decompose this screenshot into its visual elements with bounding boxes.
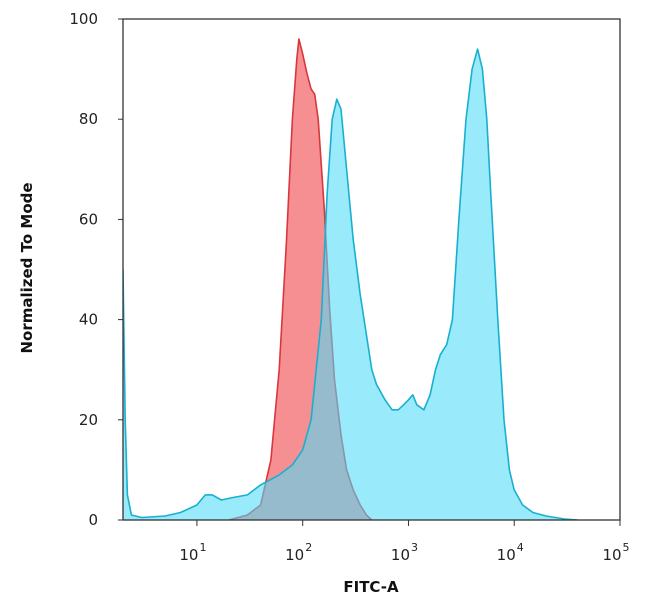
y-tick-label: 80 xyxy=(79,110,98,128)
x-tick-label: 105 xyxy=(602,541,629,564)
plot-area xyxy=(122,18,621,521)
histogram-fill-2 xyxy=(123,49,578,520)
y-tick-label: 40 xyxy=(79,311,98,329)
x-tick-label: 102 xyxy=(285,541,312,564)
y-axis-ticks: 0 20 40 60 80 100 xyxy=(69,10,123,529)
y-tick-label: 60 xyxy=(79,210,98,228)
y-axis-title: Normalized To Mode xyxy=(18,182,36,353)
plot-frame xyxy=(122,18,621,521)
x-axis-ticks: 101 102 103 104 105 xyxy=(179,520,630,564)
histogram-series-group xyxy=(123,38,578,520)
x-tick-label: 101 xyxy=(179,541,206,564)
histogram-outline-2 xyxy=(123,48,578,520)
y-tick-label: 20 xyxy=(79,411,98,429)
x-tick-label: 103 xyxy=(391,541,418,564)
x-tick-label: 104 xyxy=(497,541,524,564)
y-tick-label: 0 xyxy=(88,511,98,529)
y-tick-label: 100 xyxy=(69,10,98,28)
x-axis-title: FITC-A xyxy=(343,578,399,596)
